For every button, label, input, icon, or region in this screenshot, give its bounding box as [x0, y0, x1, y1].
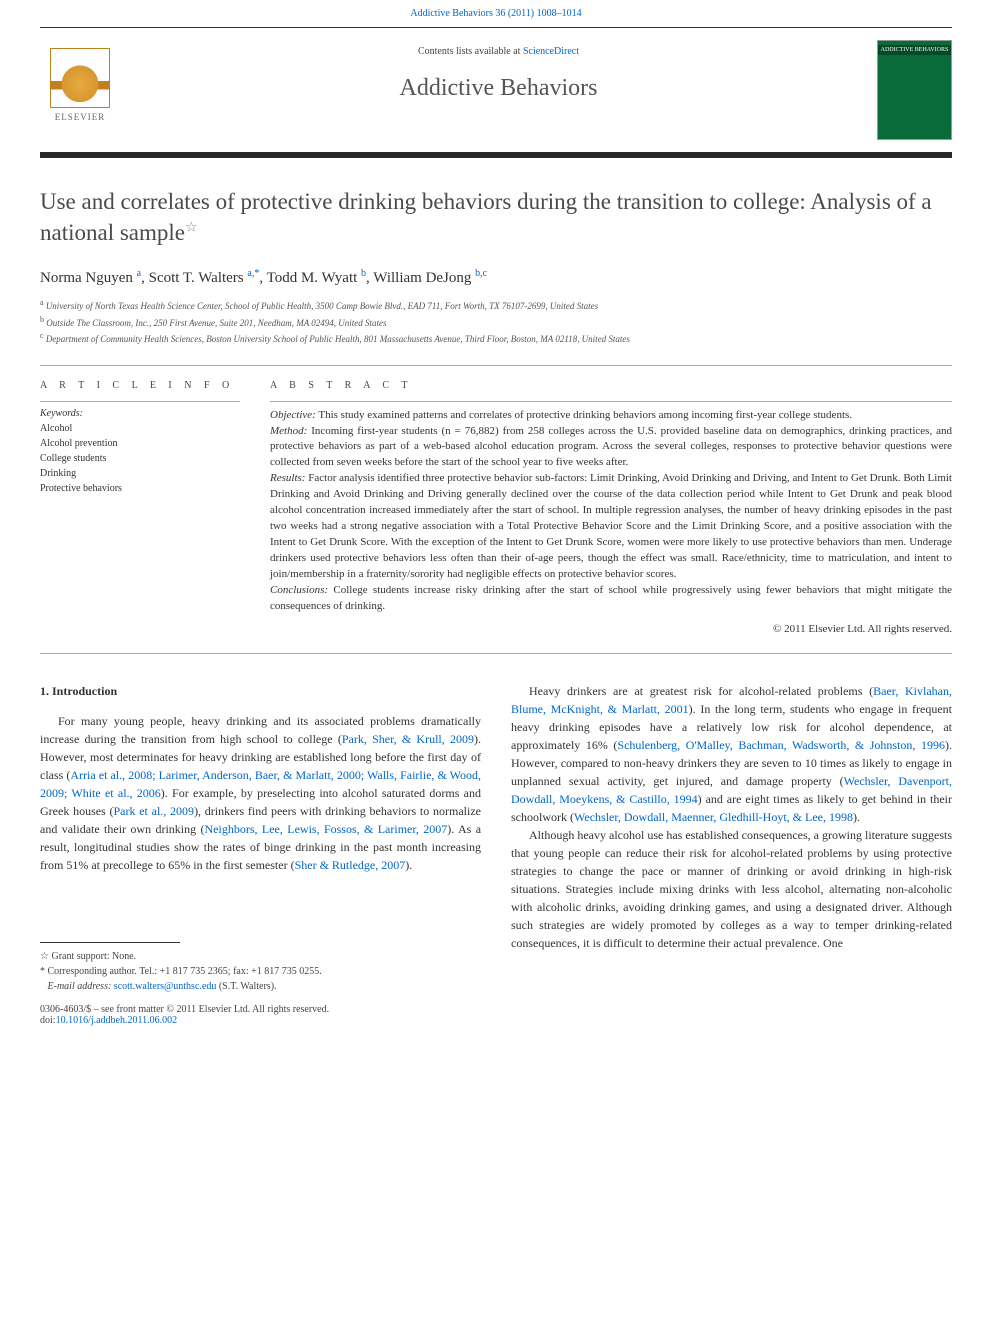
- affiliation-c: c Department of Community Health Science…: [40, 330, 952, 347]
- publisher-logo[interactable]: ELSEVIER: [40, 40, 120, 130]
- corresponding-marker: *: [254, 268, 259, 279]
- t: ).: [853, 810, 860, 824]
- aff-b-key: b: [40, 315, 44, 324]
- corr-text: Corresponding author. Tel.: +1 817 735 2…: [48, 966, 322, 977]
- contents-prefix: Contents lists available at: [418, 46, 523, 57]
- author-3-aff: b: [361, 268, 366, 279]
- keywords-list: Alcohol Alcohol prevention College stude…: [40, 421, 240, 496]
- doi-label: doi:: [40, 1015, 56, 1026]
- email-footnote: E-mail address: scott.walters@unthsc.edu…: [40, 979, 481, 994]
- article-info: A R T I C L E I N F O Keywords: Alcohol …: [40, 380, 240, 635]
- grant-footnote: ☆ Grant support: None.: [40, 949, 481, 964]
- footer-right: [511, 1004, 952, 1026]
- keyword: Alcohol prevention: [40, 436, 240, 451]
- corresponding-footnote: * Corresponding author. Tel.: +1 817 735…: [40, 964, 481, 979]
- affiliation-a: a University of North Texas Health Scien…: [40, 297, 952, 314]
- t: ).: [405, 858, 412, 872]
- citation-link[interactable]: Neighbors, Lee, Lewis, Fossos, & Larimer…: [205, 822, 448, 836]
- info-abstract-row: A R T I C L E I N F O Keywords: Alcohol …: [0, 366, 992, 653]
- cover-title: ADDICTIVE BEHAVIORS: [878, 45, 951, 55]
- intro-para-1: For many young people, heavy drinking an…: [40, 712, 481, 874]
- keyword: Drinking: [40, 466, 240, 481]
- left-column: 1. Introduction For many young people, h…: [40, 682, 481, 994]
- publisher-name: ELSEVIER: [55, 112, 106, 122]
- email-suffix: (S.T. Walters).: [219, 981, 277, 992]
- right-para-1: Heavy drinkers are at greatest risk for …: [511, 682, 952, 826]
- method-text: Incoming first-year students (n = 76,882…: [270, 425, 952, 469]
- results-text: Factor analysis identified three protect…: [270, 472, 952, 580]
- abstract-heading: A B S T R A C T: [270, 380, 952, 391]
- conclusions-text: College students increase risky drinking…: [270, 584, 952, 612]
- footnotes-rule: [40, 942, 180, 943]
- keyword: College students: [40, 451, 240, 466]
- elsevier-tree-icon: [50, 48, 110, 108]
- author-1: Norma Nguyen: [40, 270, 133, 286]
- top-divider: [40, 27, 952, 28]
- right-para-2: Although heavy alcohol use has establish…: [511, 826, 952, 952]
- citation-link[interactable]: Park et al., 2009: [113, 804, 194, 818]
- author-3: Todd M. Wyatt: [267, 270, 358, 286]
- author-4-aff: b,c: [475, 268, 487, 279]
- citation-link[interactable]: Park, Sher, & Krull, 2009: [342, 732, 474, 746]
- journal-reference: Addictive Behaviors 36 (2011) 1008–1014: [0, 0, 992, 23]
- citation-link[interactable]: Schulenberg, O'Malley, Bachman, Wadswort…: [617, 738, 945, 752]
- affiliations: a University of North Texas Health Scien…: [0, 297, 992, 347]
- aff-b-text: Outside The Classroom, Inc., 250 First A…: [46, 318, 386, 328]
- objective-label: Objective:: [270, 409, 316, 421]
- journal-cover-thumb[interactable]: ADDICTIVE BEHAVIORS: [877, 40, 952, 140]
- article-title: Use and correlates of protective drinkin…: [0, 186, 992, 248]
- footer-left: 0306-4603/$ – see front matter © 2011 El…: [40, 1004, 481, 1026]
- keyword: Alcohol: [40, 421, 240, 436]
- journal-name: Addictive Behaviors: [140, 75, 857, 102]
- email-label: E-mail address:: [48, 981, 112, 992]
- footnotes: ☆ Grant support: None. * Corresponding a…: [40, 934, 481, 994]
- author-4: William DeJong: [373, 270, 471, 286]
- doi-link[interactable]: 10.1016/j.addbeh.2011.06.002: [56, 1015, 178, 1026]
- keywords-label: Keywords:: [40, 408, 240, 419]
- thick-divider: [40, 152, 952, 158]
- conclusions-label: Conclusions:: [270, 584, 328, 596]
- grant-text: Grant support: None.: [51, 951, 136, 962]
- info-inner-divider: [40, 401, 240, 402]
- aff-c-text: Department of Community Health Sciences,…: [46, 334, 630, 344]
- abstract-inner-divider: [270, 401, 952, 402]
- abstract: A B S T R A C T Objective: This study ex…: [270, 380, 952, 635]
- intro-heading: 1. Introduction: [40, 682, 481, 700]
- citation-link[interactable]: Wechsler, Dowdall, Maenner, Gledhill-Hoy…: [574, 810, 853, 824]
- right-column: Heavy drinkers are at greatest risk for …: [511, 682, 952, 994]
- doi-line: doi:10.1016/j.addbeh.2011.06.002: [40, 1015, 481, 1026]
- issn-line: 0306-4603/$ – see front matter © 2011 El…: [40, 1004, 481, 1015]
- footnote-star-icon: ☆: [185, 220, 198, 235]
- aff-a-text: University of North Texas Health Science…: [46, 301, 598, 311]
- objective-text: This study examined patterns and correla…: [318, 409, 852, 421]
- aff-c-key: c: [40, 331, 44, 340]
- results-label: Results:: [270, 472, 305, 484]
- body: 1. Introduction For many young people, h…: [0, 654, 992, 994]
- method-label: Method:: [270, 425, 307, 437]
- abstract-copyright: © 2011 Elsevier Ltd. All rights reserved…: [270, 623, 952, 635]
- authors-line: Norma Nguyen a, Scott T. Walters a,*, To…: [0, 268, 992, 287]
- header: ELSEVIER Contents lists available at Sci…: [0, 32, 992, 140]
- title-text: Use and correlates of protective drinkin…: [40, 189, 932, 245]
- sciencedirect-link[interactable]: ScienceDirect: [523, 46, 579, 57]
- contents-line: Contents lists available at ScienceDirec…: [140, 46, 857, 57]
- affiliation-b: b Outside The Classroom, Inc., 250 First…: [40, 314, 952, 331]
- abstract-text: Objective: This study examined patterns …: [270, 408, 952, 615]
- citation-link[interactable]: Sher & Rutledge, 2007: [295, 858, 406, 872]
- header-center: Contents lists available at ScienceDirec…: [140, 40, 857, 102]
- keyword: Protective behaviors: [40, 481, 240, 496]
- article-info-heading: A R T I C L E I N F O: [40, 380, 240, 391]
- email-link[interactable]: scott.walters@unthsc.edu: [114, 981, 217, 992]
- aff-a-key: a: [40, 298, 44, 307]
- footer: 0306-4603/$ – see front matter © 2011 El…: [0, 994, 992, 1046]
- author-2: Scott T. Walters: [149, 270, 244, 286]
- t: Heavy drinkers are at greatest risk for …: [529, 684, 873, 698]
- author-1-aff: a: [137, 268, 141, 279]
